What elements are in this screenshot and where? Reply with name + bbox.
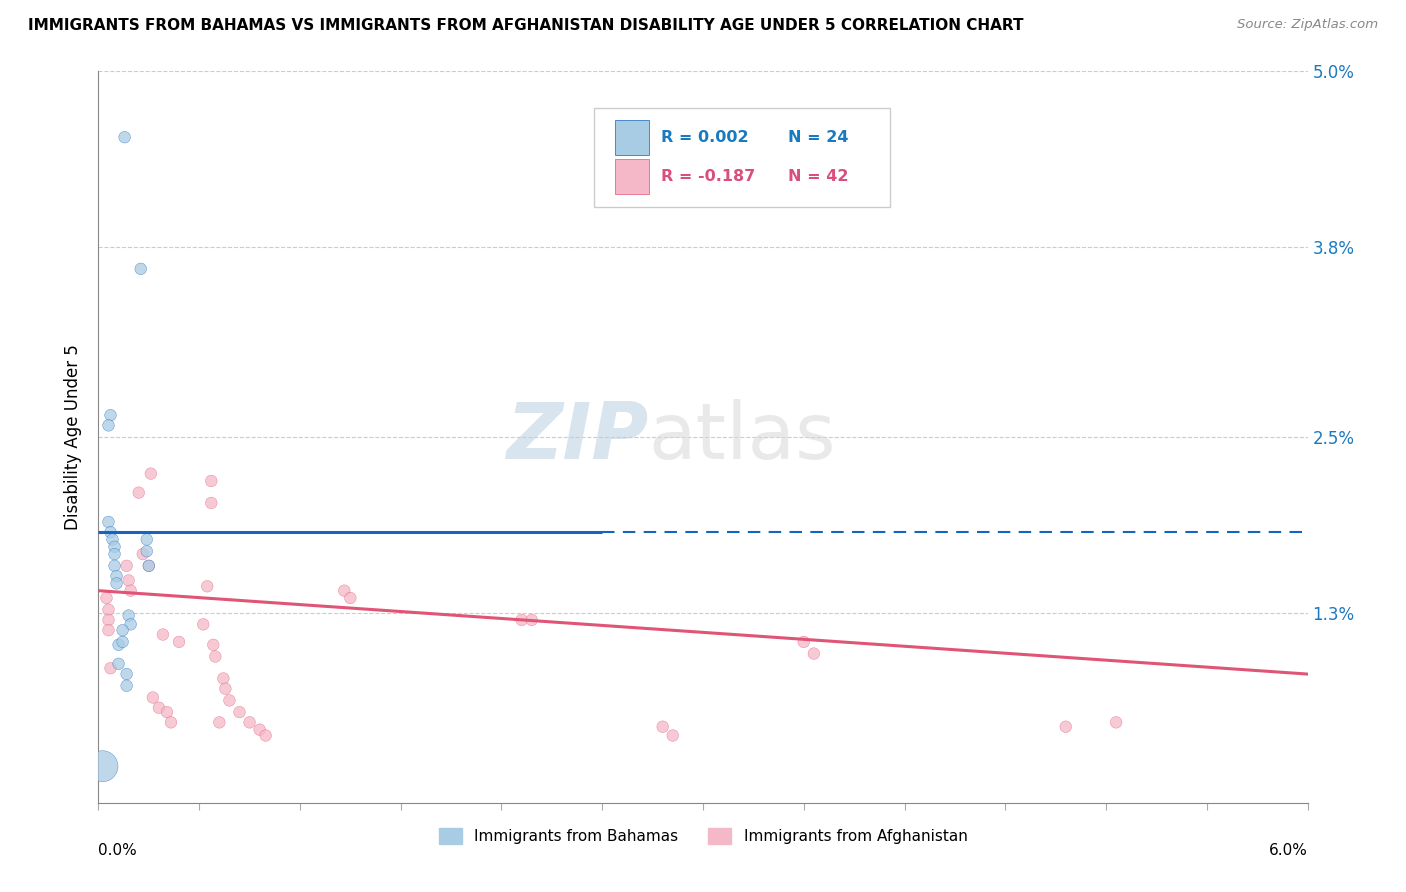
FancyBboxPatch shape xyxy=(614,159,648,194)
Point xyxy=(138,558,160,573)
Point xyxy=(115,679,138,693)
Point xyxy=(160,715,183,730)
Point xyxy=(333,583,356,598)
Text: ZIP: ZIP xyxy=(506,399,648,475)
Point xyxy=(135,544,157,558)
Text: 6.0%: 6.0% xyxy=(1268,843,1308,858)
Point xyxy=(101,533,124,547)
Legend: Immigrants from Bahamas, Immigrants from Afghanistan: Immigrants from Bahamas, Immigrants from… xyxy=(433,822,973,850)
Point xyxy=(120,617,142,632)
FancyBboxPatch shape xyxy=(595,108,890,207)
Point xyxy=(100,408,122,422)
Point xyxy=(239,715,262,730)
Text: 0.0%: 0.0% xyxy=(98,843,138,858)
Point xyxy=(103,540,125,554)
Point xyxy=(218,693,240,707)
Point xyxy=(339,591,361,605)
Point xyxy=(129,261,152,276)
Point xyxy=(1105,715,1128,730)
Point xyxy=(103,558,125,573)
Text: N = 24: N = 24 xyxy=(787,130,848,145)
Point xyxy=(118,574,141,588)
Text: N = 42: N = 42 xyxy=(787,169,848,184)
Point xyxy=(661,729,683,743)
Point xyxy=(803,647,825,661)
Point xyxy=(132,547,155,561)
Point xyxy=(228,705,250,719)
Point xyxy=(107,657,129,671)
Point xyxy=(96,591,118,605)
Point xyxy=(97,613,120,627)
Point xyxy=(520,613,543,627)
Point xyxy=(91,759,114,773)
Point xyxy=(100,661,122,675)
Point xyxy=(115,558,138,573)
Point xyxy=(111,623,134,637)
Point xyxy=(97,515,120,529)
Point xyxy=(142,690,165,705)
Point xyxy=(103,547,125,561)
Point xyxy=(115,667,138,681)
Y-axis label: Disability Age Under 5: Disability Age Under 5 xyxy=(65,344,83,530)
Point xyxy=(97,603,120,617)
Text: R = 0.002: R = 0.002 xyxy=(661,130,748,145)
Point xyxy=(214,681,236,696)
Point xyxy=(105,576,128,591)
Point xyxy=(204,649,226,664)
Point xyxy=(120,583,142,598)
Point xyxy=(118,608,141,623)
Point xyxy=(97,623,120,637)
Point xyxy=(111,635,134,649)
Point xyxy=(138,558,160,573)
Point xyxy=(152,627,174,641)
Point xyxy=(114,130,136,145)
Point xyxy=(148,700,170,714)
Point xyxy=(107,638,129,652)
Point xyxy=(139,467,162,481)
Point xyxy=(651,720,673,734)
Point xyxy=(510,613,533,627)
Point xyxy=(100,525,122,540)
Point xyxy=(254,729,277,743)
Text: atlas: atlas xyxy=(648,399,837,475)
Point xyxy=(105,569,128,583)
Point xyxy=(793,635,815,649)
Point xyxy=(195,579,218,593)
Point xyxy=(212,672,235,686)
Text: Source: ZipAtlas.com: Source: ZipAtlas.com xyxy=(1237,18,1378,31)
Point xyxy=(1054,720,1077,734)
Text: IMMIGRANTS FROM BAHAMAS VS IMMIGRANTS FROM AFGHANISTAN DISABILITY AGE UNDER 5 CO: IMMIGRANTS FROM BAHAMAS VS IMMIGRANTS FR… xyxy=(28,18,1024,33)
Point xyxy=(156,705,179,719)
Point xyxy=(135,533,157,547)
Point xyxy=(202,638,225,652)
Point xyxy=(208,715,231,730)
Point xyxy=(249,723,271,737)
Point xyxy=(200,496,222,510)
FancyBboxPatch shape xyxy=(614,120,648,155)
Point xyxy=(200,474,222,488)
Text: R = -0.187: R = -0.187 xyxy=(661,169,755,184)
Point xyxy=(193,617,215,632)
Point xyxy=(97,418,120,433)
Point xyxy=(167,635,190,649)
Point xyxy=(128,485,150,500)
